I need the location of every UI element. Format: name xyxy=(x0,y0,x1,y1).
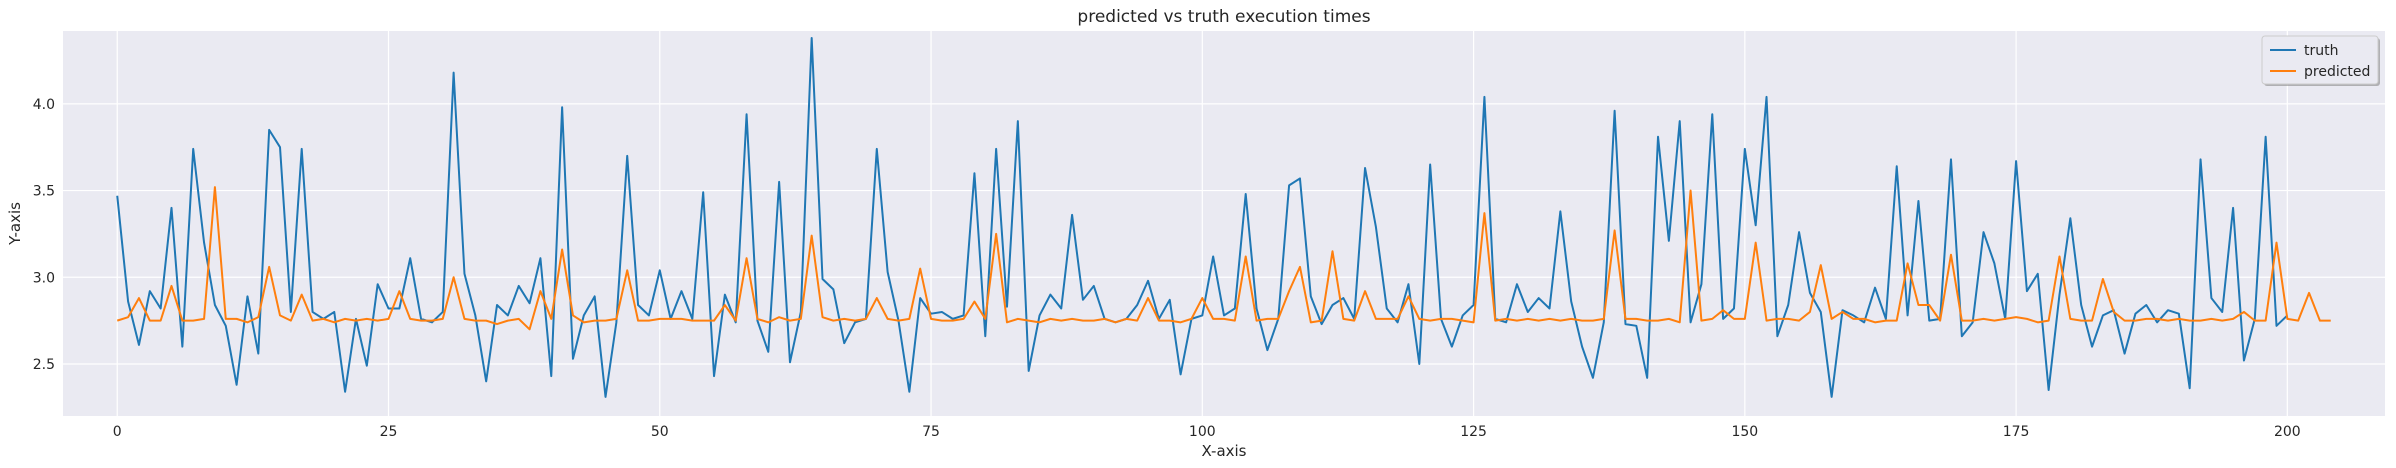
gridlines xyxy=(63,31,2385,416)
series-layer xyxy=(116,36,2331,398)
x-tick-label: 200 xyxy=(2274,424,2301,440)
y-tick-label: 4.0 xyxy=(33,97,55,113)
x-tick-label: 50 xyxy=(651,424,669,440)
y-tick-labels: 2.5 3.0 3.5 4.0 xyxy=(33,97,55,373)
chart-title: predicted vs truth execution times xyxy=(1077,7,1370,27)
y-axis-label: Y-axis xyxy=(6,202,24,246)
x-tick-label: 125 xyxy=(1460,424,1487,440)
x-axis-label: X-axis xyxy=(1202,442,1247,460)
plot-area xyxy=(63,31,2385,416)
x-tick-label: 175 xyxy=(2003,424,2030,440)
y-tick-label: 3.0 xyxy=(33,270,55,286)
x-tick-label: 25 xyxy=(380,424,398,440)
x-tick-label: 100 xyxy=(1189,424,1216,440)
series-line-truth xyxy=(116,36,2289,398)
x-tick-label: 150 xyxy=(1731,424,1758,440)
x-tick-label: 0 xyxy=(113,424,122,440)
x-tick-label: 75 xyxy=(922,424,940,440)
y-tick-label: 2.5 xyxy=(33,357,55,373)
legend-label-predicted: predicted xyxy=(2304,64,2370,80)
legend: truth predicted xyxy=(2261,35,2380,86)
x-tick-labels: 0 25 50 75 100 125 150 175 200 xyxy=(113,424,2301,440)
series-line-predicted xyxy=(116,186,2331,331)
y-tick-label: 3.5 xyxy=(33,184,55,200)
legend-label-truth: truth xyxy=(2304,43,2338,59)
